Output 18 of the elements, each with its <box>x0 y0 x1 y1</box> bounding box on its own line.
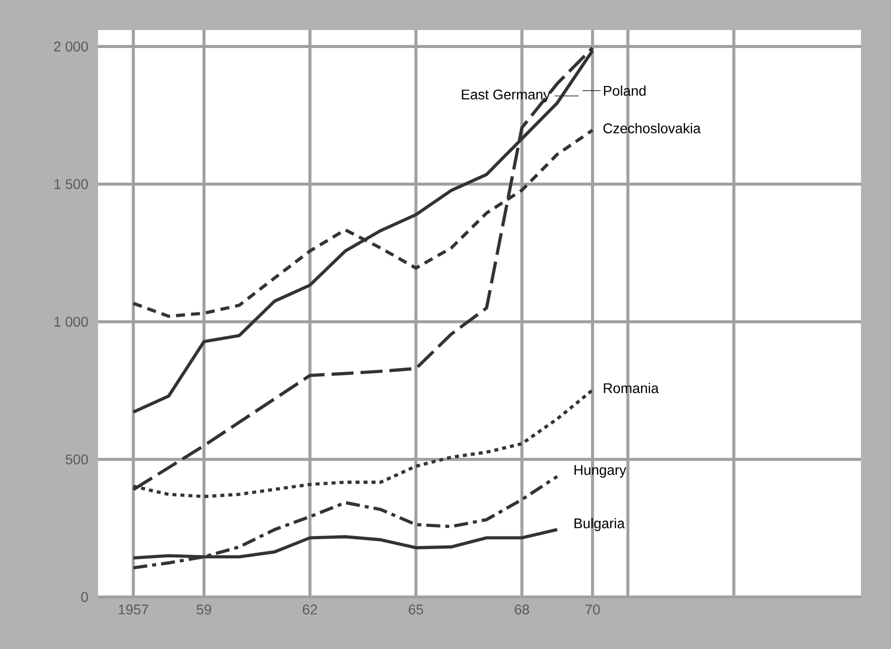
x-tick-label: 62 <box>302 604 318 614</box>
x-tick-label: 59 <box>196 604 212 614</box>
series-label: Hungary <box>574 465 626 478</box>
y-tick-label: 1 000 <box>54 316 88 327</box>
line-series <box>132 474 559 570</box>
y-tick-label: 0 <box>81 592 88 602</box>
x-tick-label: 65 <box>408 604 424 614</box>
x-tick-label: 1957 <box>118 604 148 614</box>
series-label: East Germany <box>462 90 550 102</box>
y-tick-label: 1 500 <box>54 179 88 190</box>
y-tick-label: 500 <box>66 454 88 464</box>
series-label: Romania <box>604 382 659 394</box>
x-tick-label: 70 <box>585 604 600 614</box>
series-label: Bulgaria <box>574 518 625 532</box>
x-tick-label: 68 <box>514 604 530 614</box>
y-tick-label: 2 000 <box>54 42 88 52</box>
text: Poland <box>604 85 646 96</box>
series-label: Czechoslovakia <box>603 123 701 134</box>
